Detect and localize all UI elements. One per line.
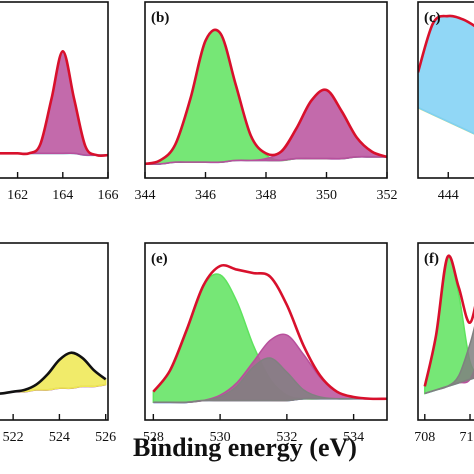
panel bbox=[145, 28, 387, 166]
component-area bbox=[0, 50, 108, 157]
x-tick-label: 352 bbox=[377, 188, 398, 203]
component-area bbox=[145, 88, 387, 165]
x-tick-label: 528 bbox=[143, 430, 164, 445]
envelope-line bbox=[423, 254, 474, 387]
x-tick-label: 524 bbox=[49, 430, 70, 445]
x-tick-label: 532 bbox=[276, 430, 297, 445]
envelope-line bbox=[418, 14, 474, 73]
frame bbox=[0, 242, 109, 421]
x-tick-label: 350 bbox=[316, 188, 337, 203]
frame bbox=[417, 1, 474, 179]
x-tick-label: 166 bbox=[98, 188, 119, 203]
envelope-line bbox=[0, 49, 108, 158]
x-tick-label: 526 bbox=[95, 430, 116, 445]
x-tick-label: 164 bbox=[52, 188, 73, 203]
x-tick-label: 710 bbox=[460, 430, 474, 445]
x-tick-label: 522 bbox=[3, 430, 24, 445]
panel-label: (b) bbox=[151, 10, 169, 26]
x-tick-label: 348 bbox=[256, 188, 277, 203]
component-area bbox=[153, 357, 387, 404]
frame bbox=[144, 242, 388, 421]
x-tick-label: 444 bbox=[438, 188, 459, 203]
x-tick-label: 708 bbox=[414, 430, 435, 445]
x-tick-label: 534 bbox=[343, 430, 364, 445]
panel bbox=[418, 14, 474, 135]
envelope-line bbox=[0, 351, 107, 395]
x-axis-label: Binding energy (eV) bbox=[133, 433, 357, 462]
panel-label: (f) bbox=[424, 251, 439, 267]
panel bbox=[152, 263, 387, 404]
component-area bbox=[424, 326, 474, 395]
x-tick-label: 530 bbox=[210, 430, 231, 445]
component-area bbox=[0, 351, 107, 395]
envelope-line bbox=[152, 263, 387, 401]
frame bbox=[0, 1, 109, 179]
frame bbox=[417, 242, 474, 421]
panel bbox=[0, 351, 107, 395]
x-tick-label: 344 bbox=[135, 188, 156, 203]
x-tick-label: 346 bbox=[195, 188, 216, 203]
panel bbox=[0, 49, 108, 158]
component-area bbox=[418, 15, 474, 135]
panel-label: (c) bbox=[424, 10, 441, 26]
panel-label: (e) bbox=[151, 251, 168, 267]
envelope-line bbox=[145, 28, 387, 166]
panel bbox=[423, 254, 474, 395]
x-tick-label: 162 bbox=[7, 188, 28, 203]
